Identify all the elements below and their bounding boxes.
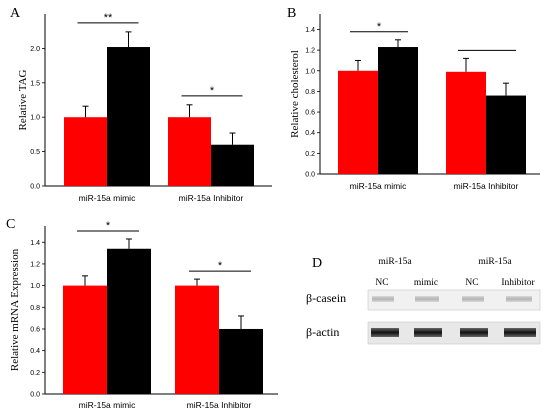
chart-a-category-label: miR-15a Inhibitor xyxy=(179,193,244,203)
chart-a-svg: 0.0 0.5 1.0 1.5 2.0 Relative TAG ** miR-15a mim… xyxy=(17,12,272,203)
chart-a-significance-mark: ** xyxy=(104,12,113,24)
chart-c-bar xyxy=(175,285,219,394)
wb-row-1-label: β-casein xyxy=(306,291,346,305)
chart-a-ytick-label: 1.5 xyxy=(30,80,40,87)
chart-a-category-label: miR-15a mimic xyxy=(79,193,136,203)
wb-actin-band xyxy=(460,328,488,337)
chart-c-ytick-label: 0.4 xyxy=(30,348,40,355)
chart-a-bar xyxy=(168,117,211,186)
chart-c-significance-mark: * xyxy=(218,260,223,272)
panel-letter-c: C xyxy=(6,217,16,232)
chart-a-ytick-label: 0.5 xyxy=(30,149,40,156)
chart-b-bar xyxy=(378,47,418,174)
chart-c-bar xyxy=(63,285,107,394)
chart-b-svg: 0.0 0.2 0.4 0.6 0.8 1.0 1.2 1.4 Relative cholest… xyxy=(289,14,540,191)
western-blot: miR-15a miR-15a NC mimic NC Inhibitor β-… xyxy=(300,250,550,410)
wb-lane-3-label: NC xyxy=(465,278,478,288)
chart-c: 0.0 0.2 0.4 0.6 0.8 1.0 1.2 1.4 Relative mRNA Ex… xyxy=(0,212,290,417)
chart-c-ytick-label: 1.2 xyxy=(30,261,40,268)
chart-b-category-label: miR-15a Inhibitor xyxy=(454,181,519,191)
panel-letter-b: B xyxy=(287,6,297,21)
chart-c-ytick-label: 0.2 xyxy=(30,370,40,377)
chart-c-svg: 0.0 0.2 0.4 0.6 0.8 1.0 1.2 1.4 Relative mRNA Ex… xyxy=(9,220,278,410)
chart-c-ytick-label: 0.0 xyxy=(30,392,40,399)
wb-casein-band xyxy=(462,296,484,302)
chart-c-ytick-label: 0.6 xyxy=(30,326,40,333)
wb-casein-band xyxy=(372,296,394,302)
chart-b-bar xyxy=(446,71,486,174)
wb-lane-2-label: mimic xyxy=(414,278,438,288)
chart-c-ylabel: Relative mRNA Expression xyxy=(9,248,21,371)
wb-row-2-label: β-actin xyxy=(306,325,339,339)
panel-letter-a: A xyxy=(10,6,21,21)
chart-c-bar xyxy=(219,328,263,394)
wb-casein-membrane xyxy=(367,289,541,311)
chart-b-ytick-label: 0.0 xyxy=(305,172,315,179)
chart-a-bar xyxy=(64,117,107,186)
chart-c-ytick-label: 1.0 xyxy=(30,283,40,290)
wb-actin-band xyxy=(504,328,536,337)
chart-a-ytick-label: 0.0 xyxy=(30,184,40,191)
chart-c-bar xyxy=(107,248,151,394)
panel-letter-d: D xyxy=(312,256,323,271)
chart-a-bar xyxy=(211,144,254,186)
chart-a-ytick-label: 1.0 xyxy=(30,115,40,122)
wb-lane-1-label: NC xyxy=(375,278,388,288)
chart-b-bar xyxy=(486,95,526,174)
chart-a-ytick-label: 2.0 xyxy=(30,46,40,53)
chart-b-ytick-label: 0.4 xyxy=(305,130,315,137)
western-blot-svg: miR-15a miR-15a NC mimic NC Inhibitor β-… xyxy=(306,257,541,345)
wb-actin-band xyxy=(414,328,442,337)
chart-c-ytick-label: 0.8 xyxy=(30,305,40,312)
chart-b-ytick-label: 1.4 xyxy=(305,27,315,34)
chart-b-ytick-label: 0.6 xyxy=(305,110,315,117)
chart-b-ytick-label: 1.2 xyxy=(305,48,315,55)
chart-b: 0.0 0.2 0.4 0.6 0.8 1.0 1.2 1.4 Relative cholest… xyxy=(280,0,550,215)
chart-a-bar xyxy=(107,47,150,186)
chart-c-category-label: miR-15a Inhibitor xyxy=(187,400,252,410)
wb-actin-membrane xyxy=(367,321,541,345)
chart-b-ytick-label: 0.8 xyxy=(305,89,315,96)
wb-lane-4-label: Inhibitor xyxy=(501,278,535,288)
chart-a: 0.0 0.5 1.0 1.5 2.0 Relative TAG ** miR-15a mim… xyxy=(0,0,280,215)
chart-b-significance-mark: * xyxy=(377,21,382,33)
chart-b-ytick-label: 1.0 xyxy=(305,68,315,75)
chart-b-ytick-label: 0.2 xyxy=(305,151,315,158)
wb-group1-title: miR-15a xyxy=(378,257,412,267)
wb-casein-band xyxy=(506,296,532,302)
wb-actin-band xyxy=(371,328,399,337)
wb-casein-band xyxy=(415,296,439,302)
chart-b-ylabel: Relative cholesterol xyxy=(289,50,301,138)
wb-group2-title: miR-15a xyxy=(478,257,512,267)
chart-c-category-label: miR-15a mimic xyxy=(79,400,136,410)
chart-a-significance-mark: * xyxy=(210,85,215,97)
chart-b-category-label: miR-15a mimic xyxy=(350,181,407,191)
chart-c-significance-mark: * xyxy=(106,220,111,232)
chart-a-ylabel: Relative TAG xyxy=(17,69,29,130)
chart-b-bar xyxy=(338,70,378,174)
chart-c-ytick-label: 1.4 xyxy=(30,240,40,247)
